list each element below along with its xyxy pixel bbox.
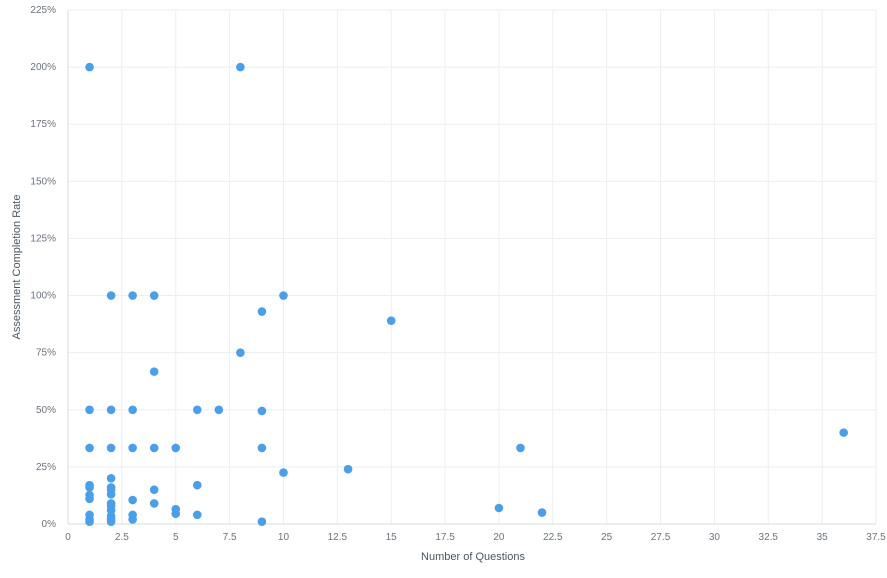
data-point (106, 291, 116, 300)
x-tick-label: 15 (386, 532, 398, 543)
data-point (106, 474, 116, 483)
data-point (85, 494, 94, 504)
data-point (128, 515, 137, 524)
x-tick-label: 17.5 (435, 532, 455, 543)
y-tick-label: 225% (30, 5, 56, 16)
data-point (106, 517, 116, 527)
x-tick-label: 30 (709, 532, 721, 543)
data-point (128, 291, 137, 300)
x-tick-label: 20 (493, 532, 505, 543)
x-tick-label: 0 (65, 532, 71, 543)
data-point (85, 62, 94, 72)
y-tick-label: 0% (42, 519, 57, 530)
data-point (257, 307, 267, 316)
x-axis-label: Number of Questions (421, 551, 525, 563)
y-tick-label: 125% (30, 233, 56, 244)
data-point (386, 316, 396, 325)
data-point (279, 468, 288, 477)
data-point (343, 464, 353, 474)
data-point (106, 405, 116, 415)
data-point (839, 428, 848, 437)
y-tick-label: 50% (36, 405, 56, 416)
data-point (128, 443, 137, 453)
y-tick-label: 150% (30, 176, 56, 187)
data-point (171, 443, 181, 453)
data-point (257, 517, 267, 527)
y-axis-label: Assessment Completion Rate (11, 195, 23, 340)
data-point (236, 62, 245, 72)
y-tick-label: 25% (36, 462, 56, 473)
data-point (537, 508, 547, 517)
data-point (85, 443, 94, 453)
data-point (149, 291, 159, 300)
data-point (236, 348, 245, 357)
y-tick-label: 200% (30, 62, 56, 73)
data-point (214, 405, 224, 415)
data-point (192, 405, 202, 415)
data-point (106, 490, 116, 499)
y-tick-label: 175% (30, 119, 56, 130)
data-point (85, 405, 94, 415)
x-tick-label: 35 (817, 532, 829, 543)
data-point (516, 443, 525, 453)
data-point (494, 503, 504, 513)
y-tick-label: 100% (30, 291, 56, 302)
data-point (257, 406, 267, 416)
data-point (257, 443, 267, 453)
data-point (149, 443, 159, 453)
data-point (149, 367, 159, 376)
x-tick-label: 27.5 (651, 532, 671, 543)
data-point (171, 509, 181, 519)
y-tick-label: 75% (36, 348, 56, 359)
x-tick-label: 25 (601, 532, 613, 543)
x-tick-label: 5 (173, 532, 179, 543)
data-point (128, 405, 137, 415)
data-point (106, 443, 116, 453)
data-point (85, 517, 94, 527)
data-point (149, 485, 159, 495)
data-point (149, 499, 159, 508)
data-point (192, 510, 202, 520)
x-tick-label: 22.5 (543, 532, 563, 543)
x-tick-label: 7.5 (223, 532, 237, 543)
x-tick-label: 2.5 (115, 532, 129, 543)
x-tick-label: 12.5 (328, 532, 348, 543)
data-point (192, 480, 202, 490)
x-tick-label: 37.5 (866, 532, 886, 543)
data-point (85, 483, 94, 492)
data-point (279, 291, 288, 300)
x-tick-label: 10 (278, 532, 290, 543)
x-tick-label: 32.5 (759, 532, 779, 543)
data-point (128, 495, 137, 505)
